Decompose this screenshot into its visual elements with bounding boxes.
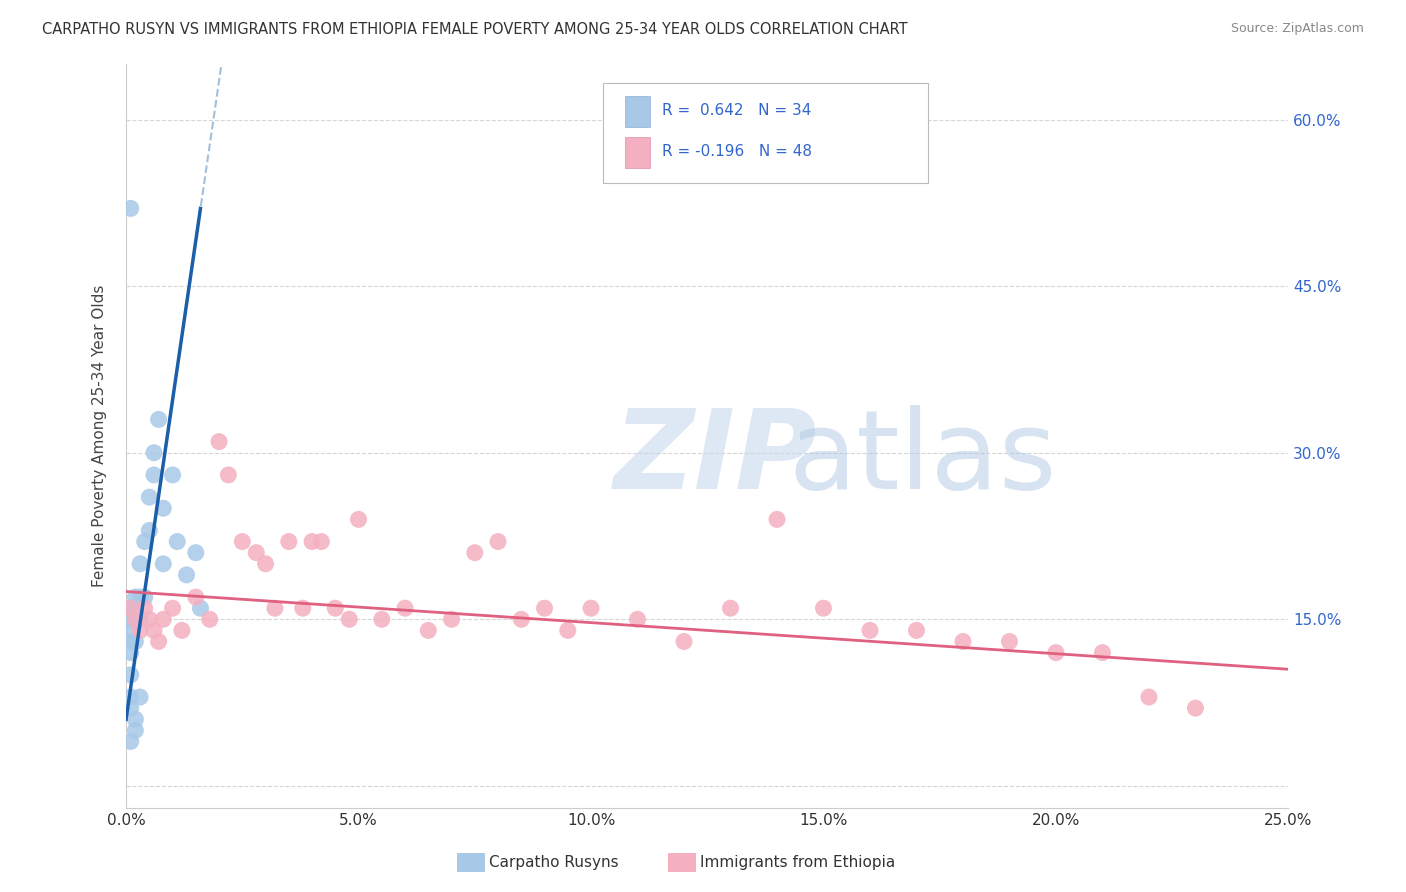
Point (143, 446, 166, 460)
Point (152, 612, 174, 626)
Point (120, 646, 142, 660)
Point (533, 601, 555, 615)
Point (124, 601, 146, 615)
Point (129, 624, 152, 638)
Point (813, 601, 835, 615)
Point (440, 612, 463, 626)
Point (166, 534, 188, 549)
Point (129, 690, 152, 704)
Point (120, 690, 142, 704)
Point (124, 723, 146, 738)
Point (217, 467, 239, 482)
Point (418, 624, 440, 638)
Point (394, 601, 416, 615)
Point (486, 534, 509, 549)
Point (148, 634, 170, 648)
Point (184, 590, 207, 604)
Point (672, 634, 695, 648)
Point (134, 534, 156, 549)
Point (1091, 646, 1114, 660)
Point (510, 612, 533, 626)
Point (208, 434, 231, 449)
Text: Immigrants from Ethiopia: Immigrants from Ethiopia (700, 855, 896, 870)
Point (134, 590, 156, 604)
Point (120, 634, 142, 648)
Point (143, 467, 166, 482)
Point (152, 501, 174, 516)
Text: ZIP: ZIP (614, 405, 818, 512)
Point (143, 624, 166, 638)
Bar (624, 137, 651, 169)
Point (120, 668, 142, 682)
Point (263, 601, 285, 615)
Text: CARPATHO RUSYN VS IMMIGRANTS FROM ETHIOPIA FEMALE POVERTY AMONG 25-34 YEAR OLDS : CARPATHO RUSYN VS IMMIGRANTS FROM ETHIOP… (42, 22, 908, 37)
Point (170, 624, 193, 638)
Point (138, 524, 160, 538)
Point (579, 601, 602, 615)
Point (859, 624, 882, 638)
Point (162, 601, 184, 615)
Point (120, 601, 142, 615)
Point (124, 612, 146, 626)
Point (124, 590, 146, 604)
Point (311, 534, 333, 549)
Text: Source: ZipAtlas.com: Source: ZipAtlas.com (1230, 22, 1364, 36)
Point (323, 601, 346, 615)
Point (120, 601, 142, 615)
Point (124, 634, 146, 648)
Point (162, 467, 184, 482)
Point (291, 601, 314, 615)
Bar (624, 96, 651, 128)
Point (766, 512, 789, 526)
Y-axis label: Female Poverty Among 25-34 Year Olds: Female Poverty Among 25-34 Year Olds (93, 285, 107, 587)
Point (148, 412, 170, 426)
Point (129, 612, 152, 626)
Point (1137, 690, 1160, 704)
Point (231, 534, 253, 549)
Point (120, 612, 142, 626)
Point (245, 546, 267, 560)
Point (138, 612, 160, 626)
Point (124, 612, 146, 626)
Point (557, 624, 579, 638)
Point (138, 490, 160, 504)
Point (371, 612, 394, 626)
Point (120, 624, 142, 638)
FancyBboxPatch shape (603, 83, 928, 183)
Text: atlas: atlas (789, 405, 1057, 512)
Point (124, 712, 146, 726)
Point (184, 546, 207, 560)
Point (277, 534, 299, 549)
Point (952, 634, 974, 648)
Point (347, 512, 370, 526)
Text: Carpatho Rusyns: Carpatho Rusyns (489, 855, 619, 870)
Point (198, 612, 221, 626)
Point (1184, 701, 1206, 715)
Point (152, 557, 174, 571)
Point (176, 567, 198, 582)
Point (998, 634, 1021, 648)
Point (337, 612, 360, 626)
Point (129, 557, 152, 571)
Text: R =  0.642   N = 34: R = 0.642 N = 34 (662, 103, 811, 118)
Point (120, 701, 142, 715)
Point (254, 557, 277, 571)
Point (120, 202, 142, 216)
Point (120, 734, 142, 748)
Point (129, 590, 152, 604)
Text: R = -0.196   N = 48: R = -0.196 N = 48 (662, 144, 811, 159)
Point (464, 546, 486, 560)
Point (720, 601, 742, 615)
Point (190, 601, 212, 615)
Point (134, 601, 156, 615)
Point (626, 612, 648, 626)
Point (905, 624, 928, 638)
Point (301, 534, 323, 549)
Point (1045, 646, 1067, 660)
